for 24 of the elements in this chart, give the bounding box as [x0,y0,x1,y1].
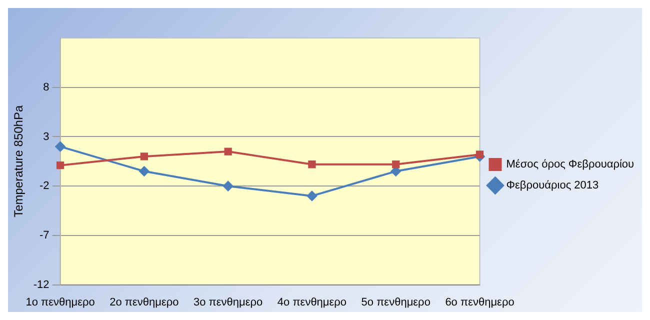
point [476,150,484,158]
x-tick-label: 2ο πενθημερο [110,296,179,308]
point [224,148,232,156]
point [140,152,148,160]
legend-label: Μέσος όρος Φεβρουαρίου [506,158,634,171]
x-tick-label: 3ο πενθημερο [194,296,263,308]
x-tick-label: 4ο πενθημερο [277,296,347,308]
point [223,181,234,192]
y-axis-title: Temperature 850hPa [12,105,26,218]
y-tick-label: -2 [40,180,50,192]
y-tick-label: -7 [40,229,50,242]
point [308,160,316,168]
y-tick-label: 8 [43,81,50,94]
point [56,162,64,170]
x-tick-label: 1ο πενθημερο [26,296,95,308]
y-tick-label: 3 [43,130,50,143]
point [306,190,317,201]
x-tick-label: 5ο πενθημερο [361,296,430,308]
point [55,142,66,152]
y-tick-label: -12 [33,278,50,291]
legend-label: Φεβρουάριος 2013 [506,180,599,192]
x-tick-label: 6ο πενθημερο [445,296,514,308]
point [392,160,400,168]
point [139,166,150,176]
